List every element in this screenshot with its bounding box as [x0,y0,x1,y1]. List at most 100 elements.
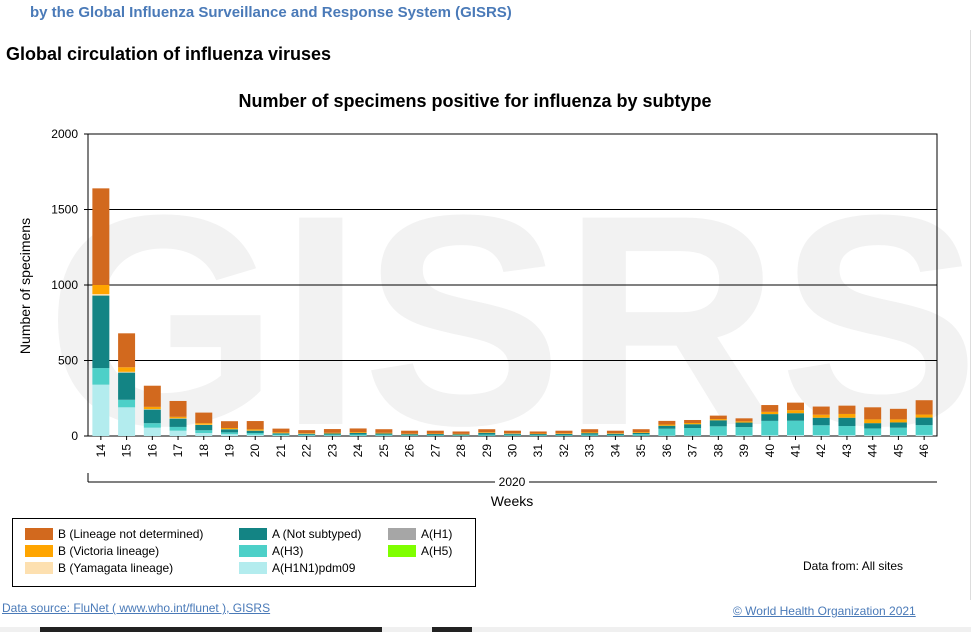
bar-segment [684,423,702,425]
legend-label: B (Yamagata lineage) [58,561,174,575]
bar-segment [761,414,779,421]
legend-swatch [25,528,53,540]
bar-segment [812,435,830,436]
bar-segment [272,434,290,436]
bar-segment [221,432,238,435]
bar-segment [452,431,470,434]
bar-segment [658,425,676,429]
x-tick-label: 21 [274,444,288,458]
x-tick-label: 14 [94,444,108,458]
bar-segment [375,429,393,433]
bar-segment [761,435,779,436]
x-tick-label: 19 [223,444,237,458]
legend-item: A(H1N1)pdm09 [239,561,355,575]
x-tick-label: 25 [377,444,391,458]
bar-segment [92,188,110,285]
bar-segment [838,405,856,414]
x-tick-label: 37 [686,444,700,458]
bar-segment [195,423,213,425]
bar-segment [606,433,624,435]
bar-segment [169,400,187,417]
bar-segment [529,431,547,434]
bar-segment [684,424,702,428]
legend-item: A (Not subtyped) [239,527,361,541]
x-tick-label: 46 [917,444,931,458]
bar-segment [143,385,161,407]
bar-segment [915,400,933,415]
x-tick-label: 18 [197,444,211,458]
bar-segment [401,435,419,436]
bar-segment [787,420,804,436]
bar-segment [246,432,264,435]
legend-swatch [239,545,267,557]
bar-segment [658,420,676,425]
data-from-note: Data from: All sites [803,559,904,573]
bar-segment [632,429,650,433]
bar-segment [864,423,882,429]
x-tick-label: 34 [608,444,622,458]
legend-label: A(H1) [421,527,453,541]
bar-segment [221,427,238,430]
bar-segment [452,435,470,436]
copyright-link[interactable]: © World Health Organization 2021 [733,604,916,618]
x-tick-label: 23 [325,444,339,458]
x-tick-label: 44 [866,444,880,458]
bar-segment [478,432,496,433]
bar-segment [761,411,779,415]
bar-segment [143,427,161,436]
legend-item: A(H3) [239,544,303,558]
bar-segment [735,422,753,428]
bar-segment [92,285,110,295]
bar-segment [246,430,264,433]
bar-segment [735,418,753,422]
bar-segment [632,434,650,436]
bottom-scrollbar[interactable] [0,627,971,632]
bar-segment [195,430,213,433]
bar-segment [864,407,882,420]
bar-segment [838,413,856,418]
bar-segment [478,434,496,436]
legend-item: B (Lineage not determined) [25,527,203,541]
bar-segment [761,405,779,412]
bar-segment [581,429,599,433]
bar-segment [272,432,290,434]
bar-segment [915,417,933,426]
bar-segment [684,419,702,424]
bar-segment [581,434,599,436]
x-tick-label: 33 [583,444,597,458]
bar-segment [246,429,264,431]
bar-segment [735,421,753,423]
legend-swatch [239,562,267,574]
bar-segment [735,427,753,436]
bar-segment [143,423,161,428]
bar-segment [709,415,727,420]
data-source-link[interactable]: Data source: FluNet ( www.who.int/flunet… [2,601,271,615]
bar-segment [915,434,933,436]
bar-segment [504,433,521,435]
x-tick-label: 30 [506,444,520,458]
bar-segment [709,419,727,421]
bar-segment [169,430,187,436]
bar-segment [375,432,393,434]
gisrs-subtitle-link[interactable]: by the Global Influenza Surveillance and… [30,4,512,21]
bar-segment [864,419,882,424]
bar-segment [143,406,161,410]
x-tick-label: 29 [480,444,494,458]
bar-segment [632,432,650,433]
bar-segment [169,418,187,427]
influenza-subtype-chart: Number of specimens positive for influen… [17,91,971,509]
legend-swatch [388,545,416,557]
bar-segment [555,433,573,435]
bar-segment [375,433,393,435]
chart-legend: B (Lineage not determined) B (Victoria li… [12,518,476,587]
x-tick-label: 16 [145,444,159,458]
bar-segment [606,434,624,436]
bar-segment [735,435,753,436]
chart-title: Number of specimens positive for influen… [238,91,711,111]
bar-segment [92,294,110,296]
bar-segment [581,432,599,434]
bar-segment [323,432,341,434]
legend-swatch [239,528,267,540]
bar-segment [221,434,238,436]
bar-segment [375,434,393,436]
